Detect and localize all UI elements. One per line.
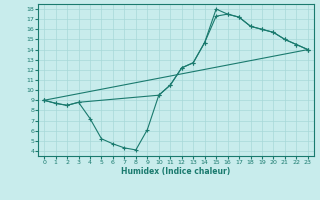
X-axis label: Humidex (Indice chaleur): Humidex (Indice chaleur) <box>121 167 231 176</box>
